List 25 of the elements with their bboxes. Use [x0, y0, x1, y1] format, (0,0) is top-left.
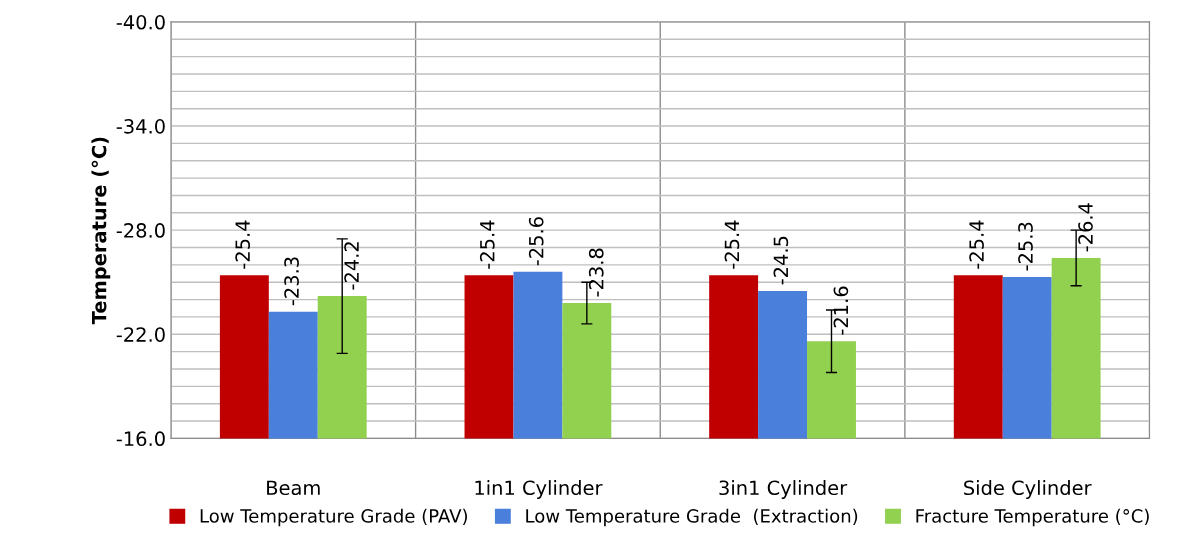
x-tick-label: 1in1 Cylinder [475, 480, 603, 499]
y-tick-label: -16.0 [116, 431, 165, 447]
y-tick-label: -34.0 [116, 119, 165, 134]
x-tick-label: 3in1 Cylinder [719, 480, 848, 499]
legend-label: Low Temperature Grade (Extraction) [526, 508, 858, 527]
data-label: -25.4 [235, 220, 250, 269]
data-label: -24.5 [773, 236, 789, 285]
data-label: -26.4 [1078, 203, 1093, 252]
data-label: -23.3 [284, 257, 299, 306]
legend-label: Low Temperature Grade (PAV) [200, 508, 467, 527]
data-label: -25.6 [528, 217, 544, 266]
x-tick-label: Beam [267, 480, 320, 496]
data-label: -25.4 [969, 220, 984, 269]
legend-label: Fracture Temperature (°C) [916, 508, 1149, 527]
y-tick-label: -22.0 [116, 327, 165, 342]
data-label: -25.4 [479, 220, 495, 269]
data-label: -23.8 [588, 248, 604, 297]
y-axis-title: Temperature (°C) [91, 137, 111, 325]
data-label: -25.4 [724, 220, 740, 269]
data-label: -25.3 [1018, 222, 1033, 271]
y-tick-label: -28.0 [116, 223, 165, 238]
data-label: -21.6 [833, 286, 849, 335]
y-tick-label: -40.0 [116, 14, 165, 30]
x-tick-label: Side Cylinder [964, 480, 1092, 499]
data-label: -24.2 [344, 242, 359, 290]
